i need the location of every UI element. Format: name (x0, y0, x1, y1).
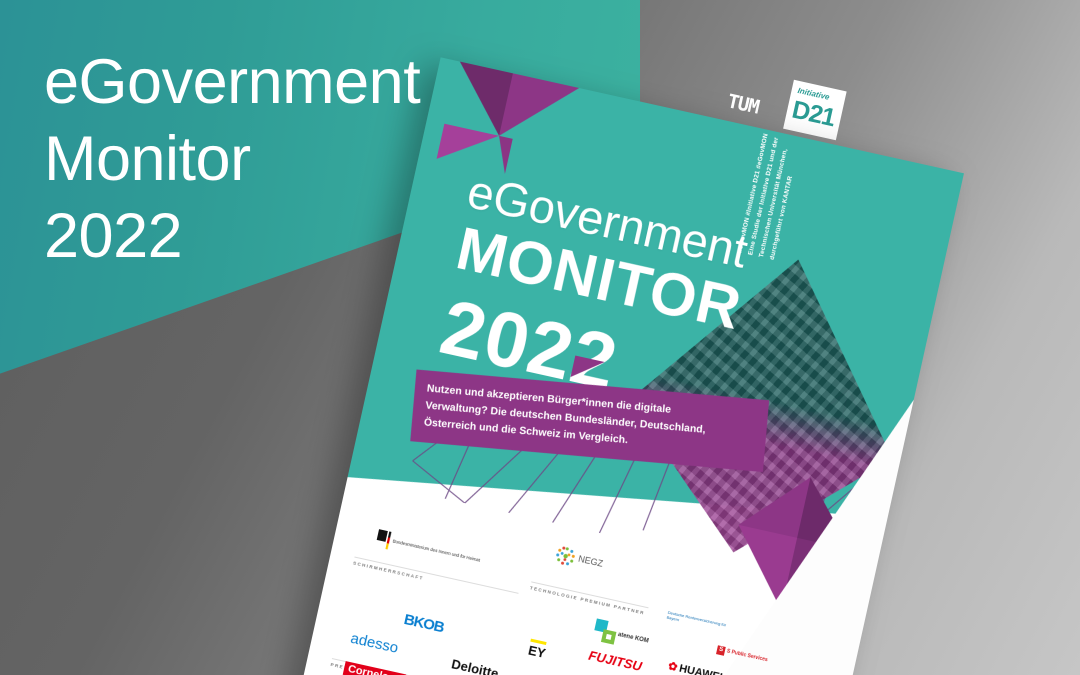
logo-bkob: BKOB (402, 610, 446, 637)
logo-deutsche-rentenversicherung: Deutsche Rentenversicherung für Bayern (666, 609, 727, 628)
title-line-3: 2022 (44, 200, 183, 271)
initiative-d21-logo: Initiative D21 (783, 79, 847, 141)
logo-bmi: Bundesministerium des Innern und für Hei… (375, 529, 482, 569)
section-divider (354, 556, 519, 594)
huawei-flower-icon: ✿ (667, 660, 679, 674)
logo-negz-label: NEGZ (577, 553, 604, 569)
logo-fujitsu: FUJITSU (587, 647, 644, 675)
report-cover[interactable]: eGovernment MONITOR 2022 Nutzen und akze… (289, 57, 964, 675)
logo-ey-label: EY (526, 642, 548, 661)
logo-adesso: adesso (348, 629, 400, 657)
logo-cornelsen: Cornelsen (342, 661, 407, 675)
logo-huawei: ✿HUAWEI (667, 659, 724, 675)
title-line-2: Monitor (44, 123, 251, 194)
logo-bmi-label: Bundesministerium des Innern und für Hei… (392, 538, 481, 563)
partner-logo-area: Schirmherrschaft Technologie Premium Par… (312, 504, 768, 675)
logo-atene-kom-label: atene KOM (617, 632, 650, 645)
logo-negz: NEGZ (554, 544, 605, 574)
logo-huawei-label: HUAWEI (677, 662, 724, 675)
d21-name-label: D21 (789, 95, 838, 133)
logo-atene-kom: atene KOM (592, 618, 651, 651)
title-line-1: eGovernment (44, 47, 421, 117)
section-label-technologie: Technologie Premium Partner (529, 585, 646, 616)
section-divider (531, 581, 649, 609)
logo-ey: EY (526, 638, 548, 661)
page-title: eGovernment Monitor 2022 (44, 44, 564, 275)
logo-deloitte: Deloitte. (450, 656, 504, 675)
cover-page: eGovernment MONITOR 2022 Nutzen und akze… (289, 57, 964, 675)
tum-logo: TUM (725, 90, 761, 119)
sparkasse-s-icon: S (716, 645, 726, 656)
